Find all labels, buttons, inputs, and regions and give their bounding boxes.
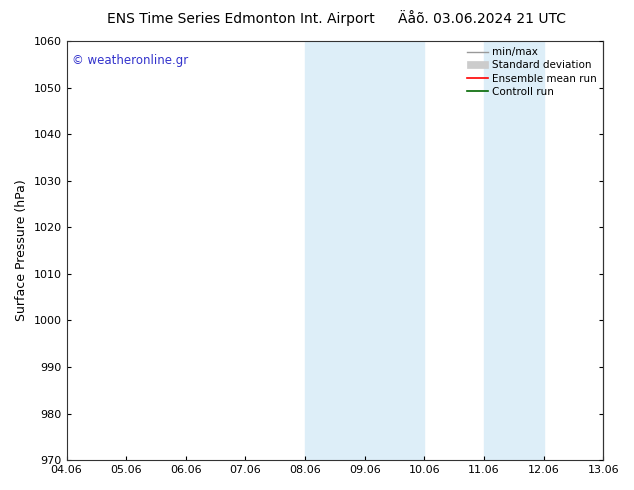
Bar [484,41,543,460]
Bar [305,41,365,460]
Text: © weatheronline.gr: © weatheronline.gr [72,53,188,67]
Bar [365,41,424,460]
Y-axis label: Surface Pressure (hPa): Surface Pressure (hPa) [15,180,28,321]
Text: Äåõ. 03.06.2024 21 UTC: Äåõ. 03.06.2024 21 UTC [398,12,566,26]
Text: ENS Time Series Edmonton Int. Airport: ENS Time Series Edmonton Int. Airport [107,12,375,26]
Legend: min/max, Standard deviation, Ensemble mean run, Controll run: min/max, Standard deviation, Ensemble me… [463,43,601,101]
